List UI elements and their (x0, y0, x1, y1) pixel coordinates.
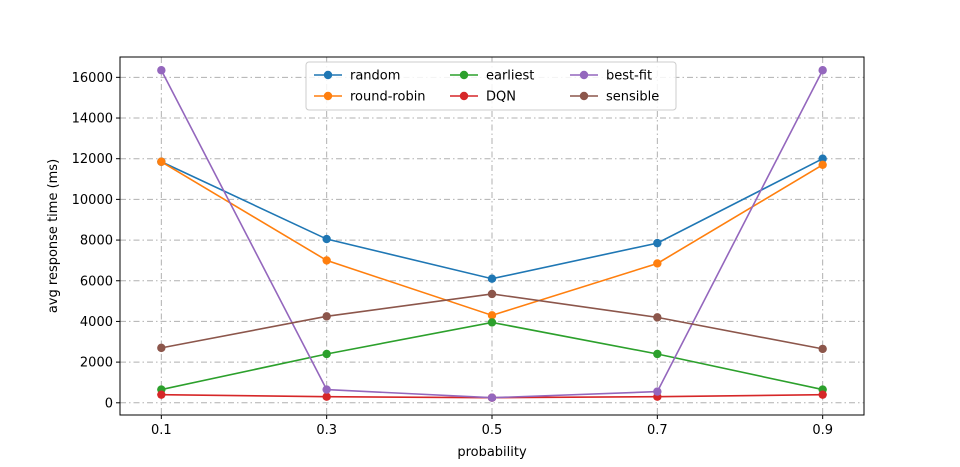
series-sensible (157, 289, 827, 354)
legend-swatch-marker (459, 70, 469, 80)
legend-item: DQN (450, 90, 516, 105)
y-tick-label: 14000 (72, 112, 113, 127)
data-point (653, 349, 662, 359)
data-point (487, 311, 497, 320)
legend-item: best-fit (570, 69, 652, 84)
data-point (487, 289, 497, 299)
legend-item: sensible (570, 90, 659, 105)
legend-swatch-marker (579, 70, 589, 80)
legend-label: earliest (486, 69, 534, 84)
legend-label: random (350, 69, 400, 84)
legend-label: best-fit (606, 69, 652, 84)
y-tick-label: 10000 (72, 193, 113, 208)
x-axis-label: probability (457, 445, 527, 460)
data-point (653, 238, 662, 248)
legend: random round-robin earliest DQN best-fit sens… (305, 61, 677, 111)
x-axis: 0.1 0.3 0.5 0.7 0.9 (151, 415, 833, 438)
data-point (322, 385, 331, 394)
y-tick-label: 16000 (72, 71, 113, 86)
data-point (322, 256, 331, 265)
x-tick-label: 0.3 (316, 423, 337, 438)
x-tick-label: 0.7 (647, 423, 668, 438)
data-point (487, 393, 497, 402)
data-point (322, 392, 331, 401)
y-tick-label: 8000 (80, 234, 113, 249)
data-point (157, 157, 166, 166)
data-point (818, 154, 827, 163)
y-tick-label: 4000 (80, 315, 113, 330)
data-point (157, 66, 166, 75)
legend-swatch-marker (323, 91, 333, 101)
x-tick-label: 0.1 (151, 423, 172, 438)
legend-label: DQN (486, 90, 516, 105)
y-axis: 0 2000 4000 6000 8000 10000 12000 14000 16000 (72, 71, 120, 411)
legend-item: round-robin (314, 90, 426, 105)
legend-item: random (314, 69, 400, 84)
legend-label: round-robin (350, 90, 426, 105)
data-point (487, 274, 497, 283)
x-tick-label: 0.5 (482, 423, 503, 438)
data-point (322, 349, 331, 359)
series-round-robin (157, 157, 827, 320)
legend-item: earliest (450, 69, 534, 84)
y-tick-label: 6000 (80, 274, 113, 289)
series-layer (157, 66, 827, 402)
data-point (653, 259, 662, 268)
y-tick-label: 0 (105, 396, 113, 411)
data-point (653, 387, 662, 396)
legend-swatch-marker (579, 91, 589, 101)
x-tick-label: 0.9 (812, 423, 833, 438)
y-tick-label: 12000 (72, 152, 113, 167)
data-point (653, 313, 662, 322)
data-point (157, 343, 166, 353)
data-point (322, 312, 331, 321)
legend-swatch-marker (459, 91, 469, 101)
legend-swatch-marker (323, 70, 333, 80)
series-best-fit (157, 66, 827, 402)
data-point (818, 66, 827, 75)
data-point (487, 318, 497, 327)
data-point (818, 160, 827, 170)
data-point (818, 390, 827, 399)
data-point (818, 344, 827, 354)
legend-label: sensible (606, 90, 659, 105)
y-tick-label: 2000 (80, 356, 113, 371)
y-axis-label: avg response time (ms) (46, 159, 61, 313)
data-point (322, 234, 331, 244)
data-point (157, 390, 166, 399)
